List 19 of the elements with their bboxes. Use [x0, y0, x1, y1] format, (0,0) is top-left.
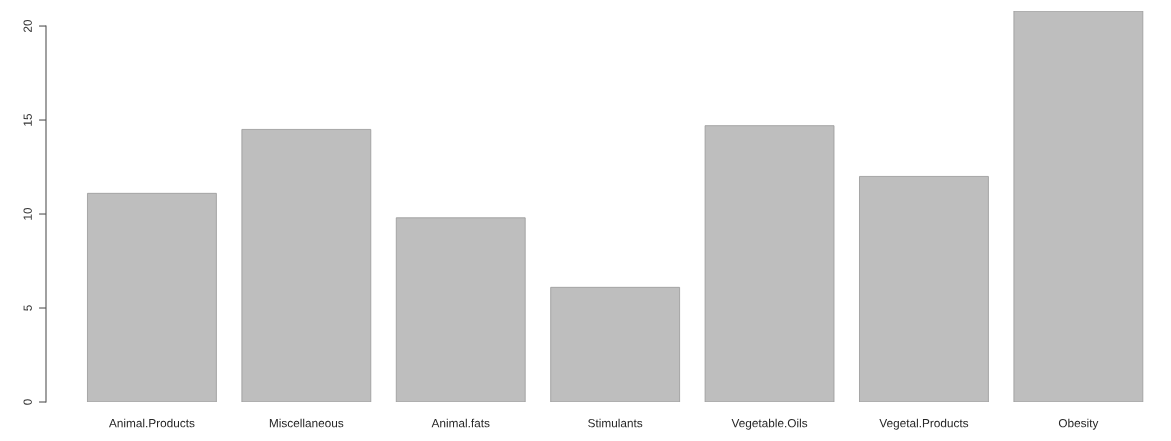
- x-tick-label: Stimulants: [588, 418, 643, 428]
- y-tick-label: 5: [23, 305, 32, 311]
- y-tick-label: 15: [23, 113, 32, 126]
- x-tick-label: Miscellaneous: [269, 418, 344, 428]
- bar: [859, 176, 989, 402]
- x-tick-label: Animal.fats: [431, 418, 490, 428]
- y-tick-label: 20: [23, 19, 32, 33]
- x-tick-label: Animal.Products: [108, 418, 195, 428]
- x-tick-label: Vegetal.Products: [879, 418, 969, 430]
- bar: [1013, 11, 1144, 402]
- y-tick-label: 0: [23, 399, 32, 405]
- bar: [241, 129, 372, 402]
- x-tick-label: Vegetable.Oils: [731, 418, 808, 430]
- bar: [395, 217, 526, 402]
- bar: [704, 125, 835, 402]
- y-tick-label: 10: [23, 207, 32, 220]
- bar: [87, 192, 217, 402]
- x-tick-label: Obesity: [1058, 418, 1099, 430]
- bar: [550, 286, 681, 402]
